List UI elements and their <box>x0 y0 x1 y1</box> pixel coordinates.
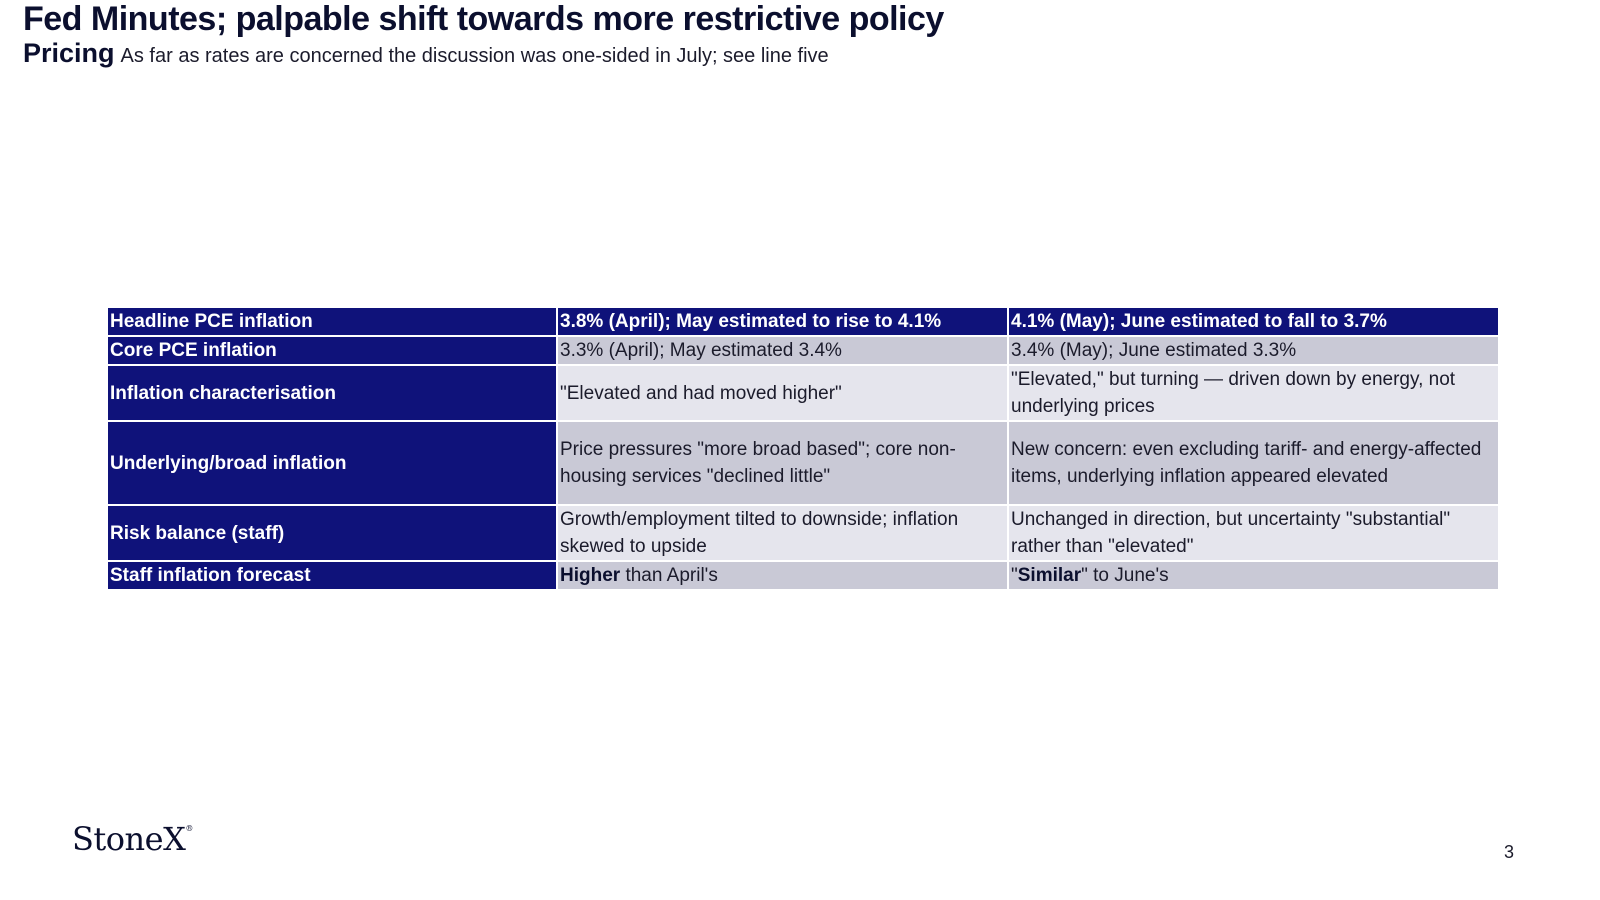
row-col2: Unchanged in direction, but uncertainty … <box>1007 504 1500 562</box>
row-col1: 3.3% (April); May estimated 3.4% <box>556 335 1009 366</box>
row-col1-rest: than April's <box>620 565 718 586</box>
row-col2-prefix: " <box>1011 565 1018 586</box>
page-number: 3 <box>1504 842 1515 862</box>
slide-title: Fed Minutes; palpable shift towards more… <box>23 0 944 38</box>
table-row: Inflation characterisation "Elevated and… <box>106 364 1500 422</box>
subtitle-kicker: Pricing <box>23 38 115 68</box>
header-col2-cell: 4.1% (May); June estimated to fall to 3.… <box>1007 306 1500 337</box>
row-col2: New concern: even excluding tariff- and … <box>1007 420 1500 506</box>
subtitle: Pricing As far as rates are concerned the… <box>23 38 829 73</box>
stonex-logo: StoneX® <box>72 820 193 858</box>
row-col1: Price pressures "more broad based"; core… <box>556 420 1009 506</box>
subtitle-description: As far as rates are concerned the discus… <box>120 45 829 67</box>
row-col1: "Elevated and had moved higher" <box>556 364 1009 422</box>
row-label: Risk balance (staff) <box>106 504 558 562</box>
row-label: Underlying/broad inflation <box>106 420 558 506</box>
row-col2: 3.4% (May); June estimated 3.3% <box>1007 335 1500 366</box>
row-col2-rest: " to June's <box>1081 565 1169 586</box>
table-row: Risk balance (staff) Growth/employment t… <box>106 504 1500 562</box>
row-label: Staff inflation forecast <box>106 560 558 591</box>
comparison-table: Headline PCE inflation 3.8% (April); May… <box>106 306 1500 591</box>
registered-mark: ® <box>185 824 193 833</box>
emphasis-similar: Similar <box>1017 565 1082 586</box>
table-row: Underlying/broad inflation Price pressur… <box>106 420 1500 506</box>
row-label: Inflation characterisation <box>106 364 558 422</box>
header-label-cell: Headline PCE inflation <box>106 306 558 337</box>
table-header-row: Headline PCE inflation 3.8% (April); May… <box>106 306 1500 337</box>
row-col2: "Elevated," but turning — driven down by… <box>1007 364 1500 422</box>
header-col1-cell: 3.8% (April); May estimated to rise to 4… <box>556 306 1009 337</box>
row-col1: Higher than April's <box>556 560 1009 591</box>
logo-text: StoneX <box>72 820 186 858</box>
table-row: Staff inflation forecast Higher than Apr… <box>106 560 1500 591</box>
emphasis-higher: Higher <box>560 565 621 586</box>
row-col1: Growth/employment tilted to downside; in… <box>556 504 1009 562</box>
row-col2: "Similar" to June's <box>1007 560 1500 591</box>
table-row: Core PCE inflation 3.3% (April); May est… <box>106 335 1500 366</box>
row-label: Core PCE inflation <box>106 335 558 366</box>
